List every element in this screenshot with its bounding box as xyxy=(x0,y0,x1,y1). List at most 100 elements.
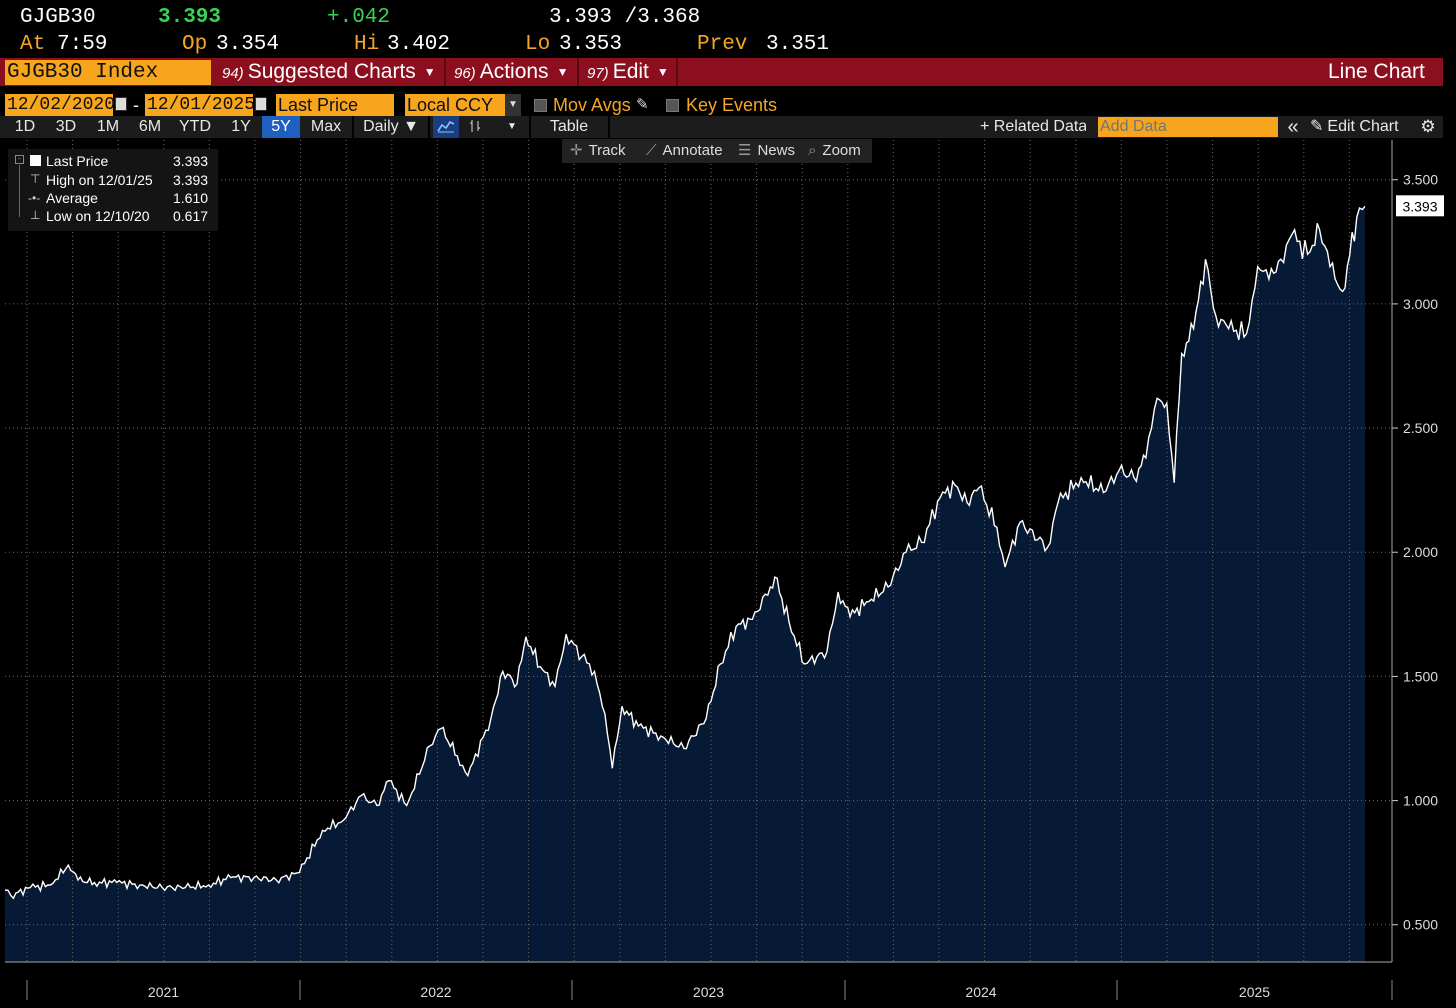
period-6m[interactable]: 6M xyxy=(138,118,162,135)
low-value: 3.353 xyxy=(559,33,623,56)
track-tool[interactable]: ✛ Track xyxy=(570,140,626,162)
mov-avgs-label[interactable]: Mov Avgs xyxy=(553,95,631,115)
y-tick-label: 1.000 xyxy=(1403,793,1438,809)
period-1d[interactable]: 1D xyxy=(14,118,36,135)
news-label: News xyxy=(757,142,795,159)
zoom-label: Zoom xyxy=(822,142,861,159)
period-1m[interactable]: 1M xyxy=(96,118,120,135)
average-marker-icon: -•- xyxy=(28,191,41,205)
toolbar-divider xyxy=(608,116,610,138)
period-max[interactable]: Max xyxy=(310,118,342,135)
calendar-icon[interactable] xyxy=(255,97,267,111)
chart-tools-strip xyxy=(562,139,872,163)
command-bar xyxy=(0,58,1443,86)
track-label: Track xyxy=(588,142,626,159)
calendar-icon[interactable] xyxy=(115,97,127,111)
edit-menu[interactable]: 97) Edit ▼ xyxy=(579,58,678,86)
end-date-input[interactable]: 12/01/2025 xyxy=(145,94,256,116)
news-tool[interactable]: ☰ News xyxy=(738,140,795,162)
caret-down-icon: ▼ xyxy=(556,65,569,79)
frequency-select[interactable]: Daily ▼ xyxy=(363,118,419,135)
pencil-icon: ✎ xyxy=(1310,118,1324,135)
chart-legend xyxy=(8,149,218,231)
bid-ask: 3.393 /3.368 xyxy=(549,6,701,29)
menu-number: 94) xyxy=(222,65,244,82)
currency-dropdown-icon[interactable]: ▼ xyxy=(505,94,521,116)
last-price: 3.393 xyxy=(158,6,222,29)
mov-avgs-checkbox[interactable] xyxy=(534,99,547,112)
time-label: At xyxy=(20,33,46,56)
security-field[interactable]: GJGB30 Index xyxy=(5,60,211,85)
legend-label-last: Last Price xyxy=(46,153,109,169)
add-data-input[interactable] xyxy=(1098,117,1278,137)
last-value-tag xyxy=(1396,195,1444,217)
date-range-dash: - xyxy=(133,95,139,115)
bar-chart-icon[interactable] xyxy=(463,116,487,138)
x-tick-label: 2025 xyxy=(1239,984,1270,1000)
annotate-label: Annotate xyxy=(662,142,723,159)
open-value: 3.354 xyxy=(216,33,280,56)
prev-label: Prev xyxy=(697,33,748,56)
pencil-icon[interactable]: ✎ xyxy=(636,96,649,113)
x-tick-label: 2021 xyxy=(148,984,179,1000)
key-events-checkbox[interactable] xyxy=(666,99,679,112)
toolbar-divider xyxy=(529,116,531,138)
toolbar-divider xyxy=(352,116,354,138)
menu-label: Suggested Charts xyxy=(247,60,416,83)
y-tick-label: 3.500 xyxy=(1403,172,1438,188)
ticker-symbol: GJGB30 xyxy=(20,6,96,29)
start-date-input[interactable]: 12/02/2020 xyxy=(5,94,116,116)
menu-label: Edit xyxy=(612,60,649,83)
legend-collapse-icon[interactable]: - xyxy=(15,155,24,164)
chart-type-label: Line Chart xyxy=(1328,60,1425,83)
period-3d[interactable]: 3D xyxy=(55,118,77,135)
menu-number: 97) xyxy=(587,65,609,82)
y-tick-label: 2.000 xyxy=(1403,544,1438,560)
caret-down-icon: ▼ xyxy=(423,65,436,79)
period-ytd[interactable]: YTD xyxy=(179,118,211,135)
table-button[interactable]: Table xyxy=(549,118,589,135)
last-value-label: 3.393 xyxy=(1402,198,1437,214)
price-field-select[interactable]: Last Price xyxy=(276,94,394,116)
edit-chart-button[interactable]: ✎ Edit Chart xyxy=(1310,116,1412,138)
related-data-button[interactable]: + Related Data xyxy=(980,118,1086,135)
open-label: Op xyxy=(182,33,208,56)
news-icon: ☰ xyxy=(738,142,752,159)
menu-label: Actions xyxy=(479,60,549,83)
x-tick-label: 2024 xyxy=(965,984,996,1000)
net-change: +.042 xyxy=(327,6,391,29)
period-1y[interactable]: 1Y xyxy=(231,118,251,135)
zoom-tool[interactable]: ⌕ Zoom xyxy=(808,140,861,162)
legend-label-low: Low on 12/10/20 xyxy=(46,208,150,224)
low-marker-icon: ⊥ xyxy=(30,208,41,222)
key-events-label[interactable]: Key Events xyxy=(686,95,778,115)
y-tick-label: 1.500 xyxy=(1403,668,1438,684)
legend-value-high: 3.393 xyxy=(173,172,209,188)
y-tick-label: 3.000 xyxy=(1403,296,1438,312)
annotate-tool[interactable]: ⟋ Annotate xyxy=(646,140,723,162)
price-area xyxy=(5,206,1365,963)
suggested-charts-menu[interactable]: 94) Suggested Charts ▼ xyxy=(214,58,446,86)
caret-down-icon: ▼ xyxy=(656,65,669,79)
toolbar-divider xyxy=(428,116,430,138)
legend-value-average: 1.610 xyxy=(173,190,209,206)
price-line xyxy=(4,205,1366,900)
crosshair-icon: ✛ xyxy=(570,142,583,159)
gear-icon[interactable]: ⚙ xyxy=(1420,117,1436,136)
period-5y[interactable]: 5Y xyxy=(262,116,300,138)
line-chart-icon[interactable] xyxy=(433,116,459,138)
magnifier-icon: ⌕ xyxy=(808,142,817,159)
x-tick-label: 2022 xyxy=(420,984,451,1000)
edit-chart-label: Edit Chart xyxy=(1327,118,1399,135)
actions-menu[interactable]: 96) Actions ▼ xyxy=(446,58,579,86)
collapse-button[interactable]: « xyxy=(1287,116,1299,138)
y-tick-label: 2.500 xyxy=(1403,420,1438,436)
legend-tree-line xyxy=(19,165,20,217)
prev-value: 3.351 xyxy=(766,33,830,56)
legend-label-average: Average xyxy=(46,190,98,206)
chart-style-dropdown-icon[interactable]: ▼ xyxy=(507,121,517,132)
currency-select[interactable]: Local CCY xyxy=(405,94,505,116)
high-value: 3.402 xyxy=(387,33,451,56)
time-value: 7:59 xyxy=(57,33,108,56)
